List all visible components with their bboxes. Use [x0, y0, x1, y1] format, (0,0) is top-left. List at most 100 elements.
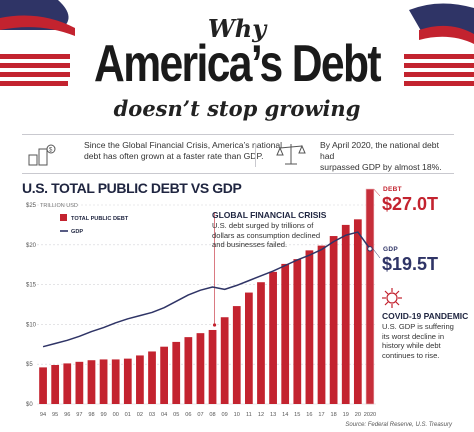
- legend-debt-label: TOTAL PUBLIC DEBT: [71, 216, 129, 222]
- covid-callout-line: continues to rise.: [382, 350, 440, 360]
- fact-1-line2: debt has often grown at a faster rate th…: [84, 151, 264, 161]
- gdp-label: GDP: [383, 246, 398, 253]
- debt-bar: [305, 250, 314, 404]
- debt-bar: [353, 219, 362, 404]
- x-tick-label: 18: [331, 412, 337, 418]
- debt-bar: [123, 358, 132, 404]
- debt-bar: [172, 341, 181, 404]
- debt-bar: [99, 359, 108, 404]
- flag-left-decoration: [0, 0, 75, 86]
- x-tick-label: 08: [209, 412, 215, 418]
- y-tick-label: $20: [26, 243, 37, 249]
- debt-bar: [184, 337, 193, 404]
- y-tick-label: $15: [26, 283, 37, 289]
- title-why: Why: [207, 14, 267, 43]
- x-tick-label: 97: [76, 412, 82, 418]
- chart-title: U.S. TOTAL PUBLIC DEBT VS GDP: [22, 180, 242, 196]
- scale-icon: [276, 144, 306, 165]
- x-tick-label: 05: [173, 412, 179, 418]
- gfc-callout-title: GLOBAL FINANCIAL CRISIS: [212, 210, 327, 220]
- debt-bar: [75, 361, 84, 404]
- virus-icon: [382, 288, 402, 308]
- y-tick-label: $5: [26, 362, 33, 368]
- y-tick-label: $25: [26, 203, 37, 209]
- y-tick-label: $10: [26, 322, 37, 328]
- debt-bar: [51, 364, 60, 404]
- x-tick-label: 16: [306, 412, 312, 418]
- x-tick-label: 19: [343, 412, 349, 418]
- debt-bar: [293, 259, 302, 404]
- debt-bar: [208, 329, 217, 404]
- gfc-marker-dot: [212, 323, 217, 327]
- x-tick-label: 13: [270, 412, 276, 418]
- facts-divider: [255, 143, 256, 167]
- x-tick-label: 17: [318, 412, 324, 418]
- facts-bar: $ Since the Global Financial Crisis, Ame…: [22, 134, 454, 174]
- covid-callout-title: COVID-19 PANDEMIC: [382, 311, 469, 321]
- debt-bar: [269, 271, 277, 404]
- debt-bar: [39, 367, 47, 404]
- debt-bar: [366, 189, 374, 404]
- x-tick-label: 96: [64, 412, 70, 418]
- gfc-callout-text: U.S. debt surged by trillions of dollars…: [212, 221, 320, 250]
- fact-2: By April 2020, the national debt had sur…: [320, 140, 454, 173]
- x-tick-label: 95: [52, 412, 58, 418]
- debt-bar: [111, 359, 120, 404]
- legend-debt-swatch: [60, 214, 67, 221]
- debt-bar: [257, 282, 265, 404]
- x-tick-label: 11: [246, 412, 252, 418]
- x-tick-label: 98: [88, 412, 94, 418]
- fact-1: Since the Global Financial Crisis, Ameri…: [84, 140, 282, 162]
- flag-right-decoration: [404, 3, 474, 86]
- gdp-latest-point: [367, 246, 373, 252]
- x-tick-label: 2020: [364, 412, 376, 418]
- x-tick-label: 07: [197, 412, 203, 418]
- debt-bar: [341, 224, 350, 404]
- gfc-callout-line: and businesses failed.: [212, 240, 288, 250]
- covid-callout-line: U.S. GDP is suffering: [382, 322, 454, 331]
- covid-callout-line: its worst decline in: [382, 331, 445, 341]
- x-tick-label: 09: [222, 412, 228, 418]
- x-tick-label: 01: [125, 412, 131, 418]
- debt-bar: [87, 360, 96, 404]
- x-tick-label: 94: [40, 412, 46, 418]
- covid-callout-text: U.S. GDP is suffering its worst decline …: [382, 322, 454, 360]
- debt-bar: [281, 263, 290, 404]
- x-tick-label: 20: [355, 412, 361, 418]
- gdp-line: [42, 231, 371, 348]
- debt-bar: [232, 306, 241, 404]
- debt-value: $27.0T: [382, 194, 439, 214]
- x-tick-label: 10: [234, 412, 240, 418]
- debt-bar-highlight: [365, 188, 375, 405]
- x-tick-label: 99: [100, 412, 106, 418]
- x-tick-label: 04: [161, 412, 167, 418]
- debt-bar: [136, 355, 144, 404]
- y-tick-label: $0: [26, 402, 33, 408]
- fact-2-line2: surpassed GDP by almost 18%.: [320, 162, 442, 172]
- debt-connector: [373, 188, 381, 197]
- fact-2-line1: By April 2020, the national debt had: [320, 140, 439, 161]
- legend-gdp-label: GDP: [71, 229, 83, 235]
- x-tick-label: 00: [113, 412, 119, 418]
- covid-callout-line: history while debt: [382, 341, 441, 351]
- x-tick-label: 03: [149, 412, 155, 418]
- debt-bar: [196, 333, 205, 404]
- gfc-callout-line: U.S. debt surged by trillions of: [212, 221, 314, 230]
- debt-label: DEBT: [383, 186, 402, 193]
- x-tick-label: 12: [258, 412, 264, 418]
- debt-bar: [63, 363, 72, 404]
- debt-bar: [160, 346, 168, 404]
- x-tick-label: 14: [282, 412, 288, 418]
- title-subtitle: doesn’t stop growing: [113, 96, 361, 121]
- x-tick-label: 02: [137, 412, 143, 418]
- debt-bar: [220, 317, 229, 404]
- y-unit-label: TRILLION USD: [40, 203, 78, 209]
- debt-bar: [317, 245, 326, 404]
- debt-bar: [148, 351, 156, 404]
- x-tick-label: 06: [185, 412, 191, 418]
- source-note: Source: Federal Reserve, U.S. Treasury: [345, 422, 452, 428]
- gdp-connector: [372, 248, 381, 259]
- svg-text:$: $: [49, 148, 53, 154]
- gfc-callout-line: dollars as consumption declined: [212, 230, 321, 240]
